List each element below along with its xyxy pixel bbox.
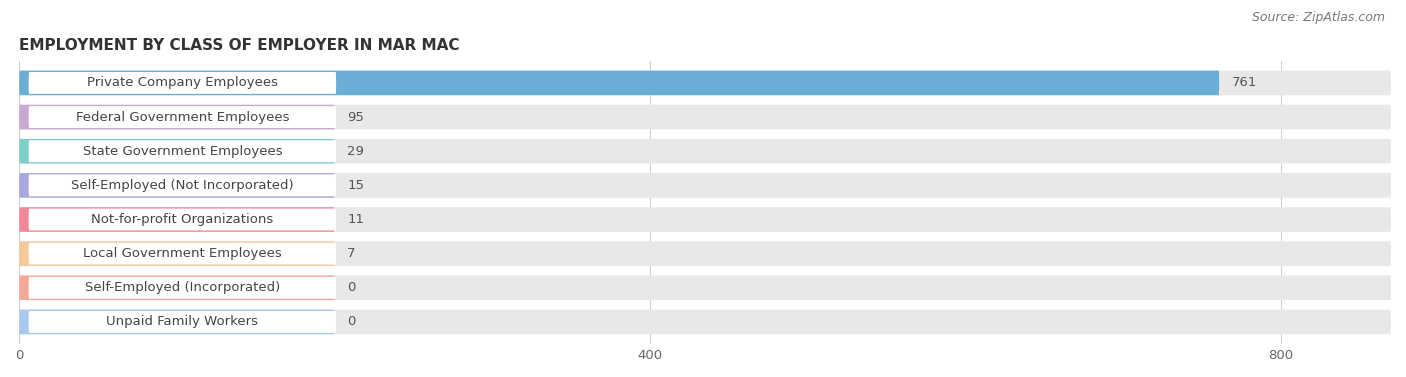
Text: Local Government Employees: Local Government Employees: [83, 247, 281, 260]
Text: Self-Employed (Incorporated): Self-Employed (Incorporated): [84, 281, 280, 294]
Text: Not-for-profit Organizations: Not-for-profit Organizations: [91, 213, 274, 226]
FancyBboxPatch shape: [20, 105, 1391, 129]
FancyBboxPatch shape: [20, 139, 1391, 164]
FancyBboxPatch shape: [20, 105, 335, 129]
FancyBboxPatch shape: [20, 139, 335, 164]
FancyBboxPatch shape: [28, 106, 336, 128]
FancyBboxPatch shape: [20, 276, 1391, 300]
FancyBboxPatch shape: [20, 241, 1391, 266]
Text: Federal Government Employees: Federal Government Employees: [76, 110, 290, 124]
Text: Private Company Employees: Private Company Employees: [87, 77, 278, 89]
FancyBboxPatch shape: [28, 140, 336, 162]
Text: 761: 761: [1232, 77, 1257, 89]
FancyBboxPatch shape: [20, 207, 1391, 232]
Text: 0: 0: [347, 316, 356, 328]
Text: 0: 0: [347, 281, 356, 294]
Text: 29: 29: [347, 145, 364, 158]
Text: 95: 95: [347, 110, 364, 124]
Text: Unpaid Family Workers: Unpaid Family Workers: [107, 316, 259, 328]
Text: 15: 15: [347, 179, 364, 192]
Text: 11: 11: [347, 213, 364, 226]
FancyBboxPatch shape: [20, 207, 335, 232]
FancyBboxPatch shape: [20, 70, 1219, 95]
Text: EMPLOYMENT BY CLASS OF EMPLOYER IN MAR MAC: EMPLOYMENT BY CLASS OF EMPLOYER IN MAR M…: [20, 38, 460, 53]
FancyBboxPatch shape: [28, 175, 336, 196]
FancyBboxPatch shape: [28, 277, 336, 299]
FancyBboxPatch shape: [20, 276, 335, 300]
FancyBboxPatch shape: [20, 241, 335, 266]
FancyBboxPatch shape: [20, 173, 335, 198]
FancyBboxPatch shape: [28, 311, 336, 333]
Text: Source: ZipAtlas.com: Source: ZipAtlas.com: [1251, 11, 1385, 24]
FancyBboxPatch shape: [28, 208, 336, 230]
FancyBboxPatch shape: [20, 310, 335, 334]
FancyBboxPatch shape: [20, 173, 1391, 198]
Text: State Government Employees: State Government Employees: [83, 145, 283, 158]
Text: Self-Employed (Not Incorporated): Self-Employed (Not Incorporated): [72, 179, 294, 192]
FancyBboxPatch shape: [20, 310, 1391, 334]
FancyBboxPatch shape: [28, 72, 336, 94]
FancyBboxPatch shape: [28, 243, 336, 265]
FancyBboxPatch shape: [20, 70, 1391, 95]
Text: 7: 7: [347, 247, 356, 260]
